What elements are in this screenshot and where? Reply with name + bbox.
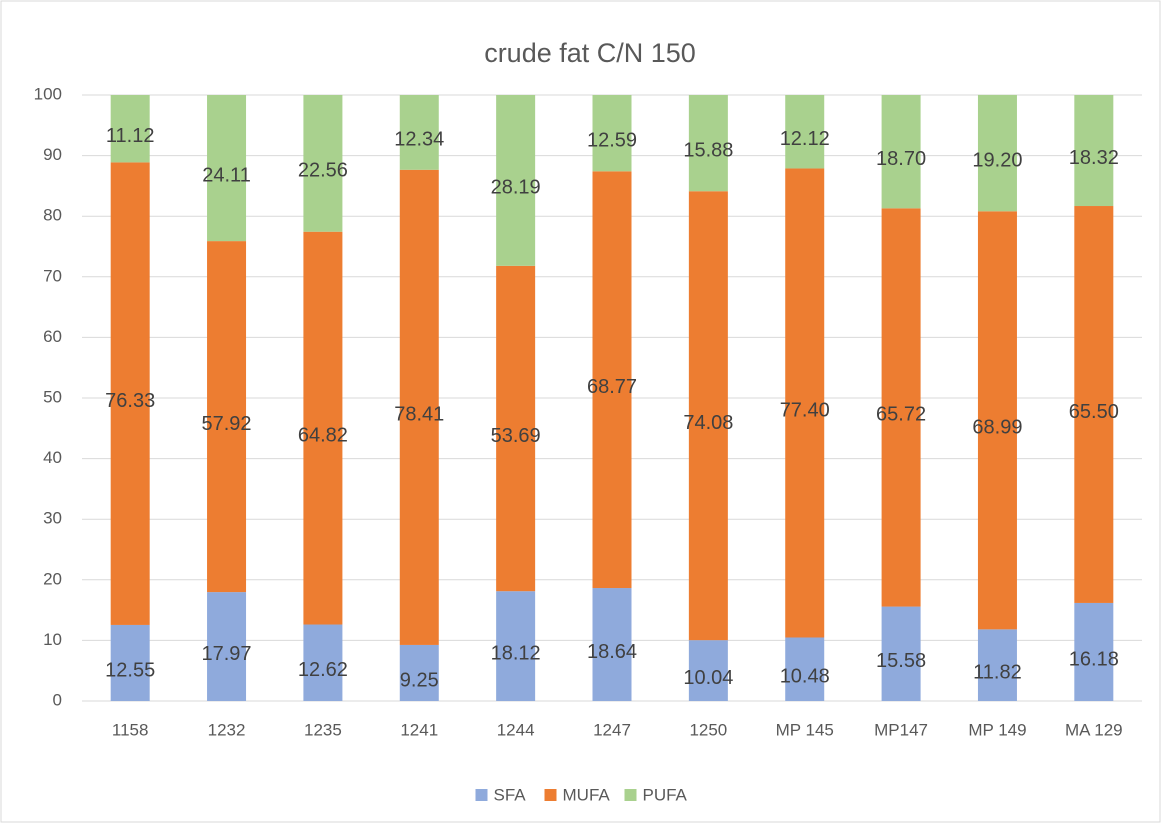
data-label: 24.11	[202, 164, 251, 186]
data-label: 9.25	[400, 669, 439, 691]
y-tick-label: 90	[43, 145, 62, 164]
x-tick-label: MP 149	[968, 720, 1026, 739]
y-tick-label: 50	[43, 387, 62, 406]
bar-segment	[303, 231, 343, 625]
data-label: 18.64	[587, 641, 637, 663]
y-tick-label: 30	[43, 509, 62, 528]
data-label: 10.04	[683, 667, 733, 689]
data-label: 15.88	[683, 139, 733, 161]
x-tick-label: MP147	[874, 720, 928, 739]
bar-segment	[881, 95, 921, 209]
data-label: 65.72	[876, 404, 926, 426]
data-label: 77.40	[780, 399, 830, 421]
y-tick-label: 10	[43, 630, 62, 649]
data-label: 12.59	[587, 129, 637, 151]
x-tick-label: 1250	[689, 720, 727, 739]
bar-segment	[688, 640, 728, 701]
bar-segment	[1074, 95, 1114, 207]
bar-segment	[977, 211, 1017, 630]
x-tick-label: 1244	[497, 720, 535, 739]
legend-swatch	[624, 789, 637, 801]
bar-segment	[207, 241, 247, 593]
data-label: 18.70	[876, 148, 926, 170]
x-tick-label: 1235	[304, 720, 342, 739]
bar-segment	[881, 208, 921, 607]
data-label: 22.56	[298, 160, 348, 182]
data-label: 12.62	[298, 659, 348, 681]
bar-segment	[399, 169, 439, 645]
legend-label: PUFA	[643, 785, 688, 804]
bar-segment	[688, 191, 728, 641]
bar-segment	[1074, 206, 1114, 603]
y-tick-label: 60	[43, 327, 62, 346]
data-label: 65.50	[1069, 401, 1119, 423]
bar-segment	[207, 592, 247, 701]
legend-swatch	[475, 789, 488, 801]
x-tick-label: 1158	[112, 720, 149, 739]
bar-segment	[977, 94, 1017, 212]
y-tick-label: 0	[53, 690, 62, 709]
data-label: 16.18	[1069, 648, 1119, 670]
data-label: 76.33	[105, 390, 155, 412]
x-tick-label: 1241	[400, 720, 438, 739]
x-tick-label: MP 145	[776, 720, 834, 739]
x-tick-label: 1232	[208, 720, 246, 739]
data-label: 74.08	[683, 412, 733, 434]
bar-segment	[207, 95, 247, 242]
bar-segment	[592, 588, 632, 701]
data-label: 12.12	[780, 128, 830, 150]
data-label: 19.20	[972, 149, 1022, 171]
data-label: 12.55	[105, 659, 155, 681]
bar-segment	[688, 95, 728, 192]
x-tick-label: 1247	[593, 720, 631, 739]
legend-label: MUFA	[563, 785, 611, 804]
bar-segment	[110, 95, 150, 163]
bar-segment	[303, 95, 343, 232]
y-tick-label: 20	[43, 569, 62, 588]
data-label: 11.82	[973, 661, 1022, 683]
y-tick-label: 40	[43, 448, 62, 467]
y-tick-label: 80	[43, 206, 62, 225]
data-label: 10.48	[780, 666, 830, 688]
bar-segment	[496, 265, 536, 592]
bar-segment	[496, 95, 536, 266]
bar-segment	[785, 637, 825, 701]
x-tick-label: MA 129	[1065, 720, 1123, 739]
legend-swatch	[544, 789, 557, 801]
bar-segment	[592, 171, 632, 589]
data-label: 18.12	[491, 642, 541, 664]
bar-segment	[399, 644, 439, 701]
data-label: 18.32	[1069, 147, 1119, 169]
data-label: 64.82	[298, 424, 348, 446]
data-label: 78.41	[394, 404, 444, 426]
data-label: 12.34	[394, 129, 444, 151]
bar-segment	[496, 591, 536, 701]
data-label: 57.92	[202, 413, 252, 435]
bar-segment	[785, 95, 825, 169]
bar-segment	[110, 162, 150, 625]
data-label: 15.58	[876, 650, 926, 672]
data-label: 11.12	[106, 125, 155, 147]
y-tick-label: 100	[34, 84, 62, 103]
data-label: 53.69	[491, 425, 541, 447]
bar-segment	[977, 629, 1017, 701]
bar-segment	[110, 624, 150, 701]
data-label: 68.99	[972, 417, 1022, 439]
y-tick-label: 70	[43, 266, 62, 285]
data-label: 68.77	[587, 376, 637, 398]
bar-segment	[592, 95, 632, 172]
bar-segment	[1074, 602, 1114, 701]
legend-label: SFA	[494, 785, 527, 804]
bar-segment	[785, 168, 825, 638]
chart-title: crude fat C/N 150	[484, 38, 696, 68]
bar-segment	[881, 606, 921, 701]
data-label: 28.19	[491, 177, 541, 199]
bar-segment	[303, 624, 343, 701]
bar-segment	[399, 95, 439, 170]
data-label: 17.97	[202, 643, 252, 665]
